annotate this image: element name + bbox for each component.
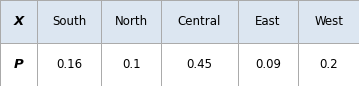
Bar [37, 43, 101, 86]
Text: X: X [13, 15, 24, 28]
Text: P: P [14, 58, 23, 71]
Text: South: South [52, 15, 86, 28]
Text: North: North [115, 15, 148, 28]
Text: West: West [314, 15, 343, 28]
Text: East: East [255, 15, 281, 28]
Text: 0.16: 0.16 [56, 58, 82, 71]
Bar [101, 0, 161, 43]
Bar [37, 0, 101, 43]
Text: Central: Central [178, 15, 221, 28]
Bar [0, 43, 37, 86]
Bar [298, 43, 359, 86]
Bar [298, 0, 359, 43]
Bar [101, 43, 161, 86]
Bar [161, 0, 238, 43]
Bar [0, 0, 37, 43]
Text: 0.2: 0.2 [320, 58, 338, 71]
Bar [238, 43, 298, 86]
Text: 0.09: 0.09 [255, 58, 281, 71]
Text: 0.45: 0.45 [186, 58, 213, 71]
Bar [161, 43, 238, 86]
Text: 0.1: 0.1 [122, 58, 140, 71]
Bar [238, 0, 298, 43]
